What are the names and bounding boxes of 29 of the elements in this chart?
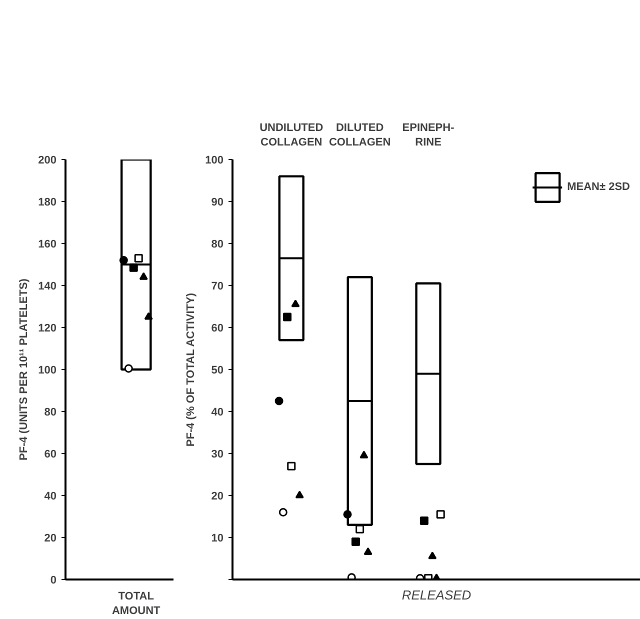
y-tick-label: 60 <box>44 448 57 460</box>
y-tick-label: 90 <box>211 196 224 208</box>
y-tick-label: 30 <box>211 448 224 460</box>
y-axis-title: PF-4 (UNITS PER 10¹¹ PLATELETS) <box>18 278 30 460</box>
x-axis-title: RELEASED <box>402 588 472 602</box>
y-tick-label: 180 <box>38 196 57 208</box>
y-tick-label: 20 <box>44 532 57 544</box>
y-tick-label: 60 <box>211 322 224 334</box>
y-tick-label: 140 <box>38 280 57 292</box>
y-tick-label: 80 <box>44 406 57 418</box>
y-tick-label: 160 <box>38 238 57 250</box>
legend-label: MEAN± 2SD <box>567 181 630 193</box>
y-tick-label: 40 <box>44 490 57 502</box>
x-tick-label: UNDILUTED COLLAGEN <box>260 122 324 148</box>
x-tick-label: TOTAL AMOUNT <box>112 590 161 617</box>
y-tick-label: 10 <box>211 532 224 544</box>
y-tick-label: 100 <box>205 154 224 166</box>
y-tick-label: 100 <box>38 364 57 376</box>
x-tick-label: DILUTED COLLAGEN <box>328 122 391 148</box>
x-tick-label: EPINEPH- RINE <box>402 122 455 148</box>
y-tick-label: 70 <box>211 280 224 292</box>
y-tick-label: 20 <box>211 490 224 502</box>
y-tick-label: 200 <box>38 154 57 166</box>
y-tick-label: 80 <box>211 238 224 250</box>
y-tick-label: 0 <box>50 574 57 586</box>
y-tick-label: 120 <box>38 322 57 334</box>
y-tick-label: 40 <box>211 406 224 418</box>
y-tick-label: 50 <box>211 364 224 376</box>
y-axis-title: PF-4 (% OF TOTAL ACTIVITY) <box>185 292 198 447</box>
